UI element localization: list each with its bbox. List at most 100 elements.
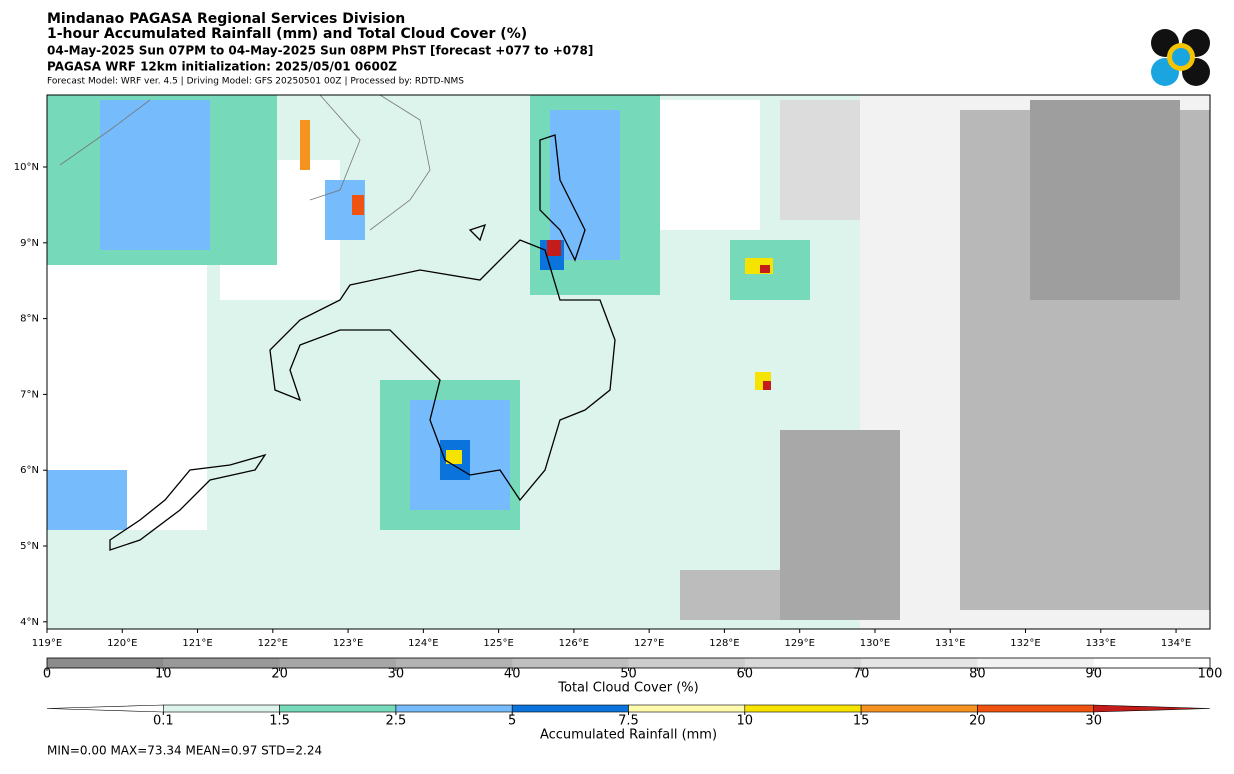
header-subline: Forecast Model: WRF ver. 4.5 | Driving M… [47, 77, 464, 87]
colorbar-segment [395, 658, 513, 668]
lat-label: 8°N [20, 314, 39, 325]
colorbar-segment [977, 658, 1095, 668]
lon-label: 130°E [860, 638, 890, 649]
colorbar-segment [511, 704, 629, 713]
header-line: Mindanao PAGASA Regional Services Divisi… [47, 11, 405, 27]
patch [550, 110, 620, 260]
coastline [109, 453, 267, 551]
lon-label: 125°E [483, 638, 513, 649]
lon-label: 131°E [935, 638, 965, 649]
lon-label: 129°E [784, 638, 814, 649]
logo-part [1172, 48, 1190, 66]
logo [1151, 29, 1210, 86]
colorbar-segment [163, 704, 280, 713]
colorbar-segment [628, 704, 746, 713]
colorbar-segment [47, 658, 164, 668]
patch [780, 100, 860, 220]
colorbar-tick-label: 0 [43, 667, 51, 682]
lon-label: 128°E [709, 638, 739, 649]
lat-label: 10°N [14, 162, 39, 173]
colorbar-tick-label: 5 [508, 714, 516, 729]
lon-label: 132°E [1010, 638, 1040, 649]
colorbar-tick-label: 30 [388, 667, 405, 682]
colorbar-tick-label: 20 [969, 714, 986, 729]
header-line: 1-hour Accumulated Rainfall (mm) and Tot… [47, 26, 527, 42]
lon-label: 120°E [107, 638, 137, 649]
colorbar-tick-label: 60 [737, 667, 754, 682]
header: Mindanao PAGASA Regional Services Divisi… [47, 11, 593, 87]
lat-label: 7°N [20, 389, 39, 400]
coastline [468, 223, 487, 242]
lat-label: 5°N [20, 541, 39, 552]
patch [763, 381, 771, 390]
patch [47, 470, 127, 530]
gray-clouds [680, 100, 1210, 620]
lon-label: 133°E [1086, 638, 1116, 649]
coastline [269, 239, 616, 502]
colorbar-tick-label: 10 [737, 714, 754, 729]
patch [100, 100, 210, 250]
lon-label: 124°E [408, 638, 438, 649]
patch [760, 265, 770, 273]
colorbar-tick-label: 1.5 [269, 714, 290, 729]
lat-label: 9°N [20, 238, 39, 249]
lat-label: 4°N [20, 617, 39, 628]
colorbar-tick-label: 7.5 [618, 714, 639, 729]
colorbar-segment [279, 704, 397, 713]
patch [352, 195, 364, 215]
colorbar-segment [512, 658, 629, 668]
colorbar-tick-label: 30 [1085, 714, 1102, 729]
colorbar-tick-label: 50 [620, 667, 637, 682]
cloud-colorbar: 0 10 20 30 40 50 60 70 80 90 100 Total Cloud Cover … [43, 657, 1223, 696]
lon-label: 119°E [32, 638, 62, 649]
colorbar-tick-label: 20 [271, 667, 288, 682]
colorbar-tick-label: 100 [1198, 667, 1223, 682]
colorbar-tick-label: 90 [1085, 667, 1102, 682]
colorbar-extend [46, 704, 164, 713]
colorbar-segment [860, 704, 978, 713]
colorbar-segment [279, 658, 397, 668]
lat-label: 6°N [20, 465, 39, 476]
colorbar-tick-label: 80 [969, 667, 986, 682]
lon-axis: 119°E 120°E 121°E 122°E 123°E 124°E 125°E 126°E… [32, 629, 1191, 649]
map-frame [46, 94, 1211, 630]
colorbar-segment [395, 704, 513, 713]
colorbar-extend [1093, 704, 1211, 713]
lon-label: 122°E [258, 638, 288, 649]
background-coastlines [59, 94, 431, 231]
lon-label: 127°E [634, 638, 664, 649]
rain-patches [47, 95, 810, 530]
colorbar-segment [1093, 658, 1211, 668]
colorbar-segment [163, 658, 281, 668]
colorbar-label: Total Cloud Cover (%) [557, 681, 698, 696]
colorbar-segment [744, 704, 862, 713]
lon-label: 121°E [182, 638, 212, 649]
lon-label: 126°E [559, 638, 589, 649]
coastline [539, 134, 586, 262]
colorbar-tick-label: 0.1 [153, 714, 174, 729]
colorbar-tick-label: 15 [853, 714, 870, 729]
patch [780, 430, 900, 620]
coastlines [109, 134, 616, 551]
colorbar-label: Accumulated Rainfall (mm) [540, 728, 717, 743]
map: 10°N 9°N 8°N 7°N 6°N 5°N 4°N 119°E 120°E 121°E 12… [14, 94, 1211, 649]
patch [446, 450, 462, 464]
patch [680, 570, 780, 620]
patch [547, 240, 561, 256]
colorbar-tick-label: 2.5 [386, 714, 407, 729]
colorbar-segment [744, 658, 862, 668]
rain-colorbar: 0.1 1.5 2.5 5 7.5 10 15 20 30 Accumulated Rainfal… [46, 704, 1211, 743]
colorbar-segment [628, 658, 746, 668]
lat-axis: 10°N 9°N 8°N 7°N 6°N 5°N 4°N [14, 162, 47, 628]
stats: MIN=0.00 MAX=73.34 MEAN=0.97 STD=2.24 [47, 744, 322, 758]
patch [1030, 100, 1180, 300]
colorbar-tick-label: 70 [853, 667, 870, 682]
header-line: 04-May-2025 Sun 07PM to 04-May-2025 Sun … [47, 44, 593, 58]
lon-label: 123°E [333, 638, 363, 649]
header-line: PAGASA WRF 12km initialization: 2025/05/… [47, 60, 397, 74]
colorbar-tick-label: 40 [504, 667, 521, 682]
colorbar-tick-label: 10 [155, 667, 172, 682]
colorbar-segment [977, 704, 1095, 713]
